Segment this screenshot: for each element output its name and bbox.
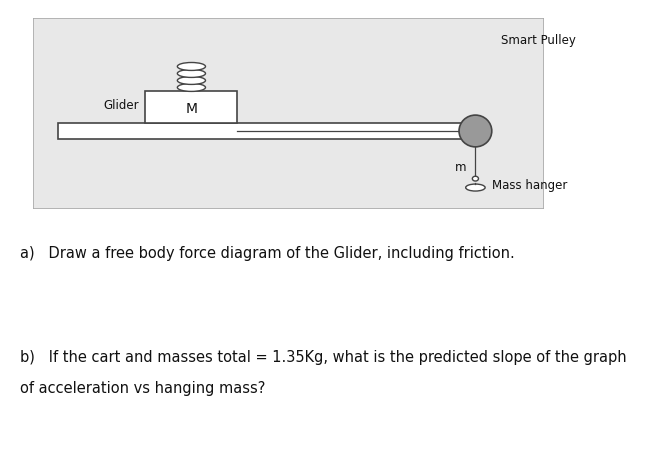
Ellipse shape — [472, 176, 478, 181]
Text: b)   If the cart and masses total = 1.35Kg, what is the predicted slope of the g: b) If the cart and masses total = 1.35Kg… — [20, 350, 626, 365]
Ellipse shape — [177, 84, 205, 91]
Text: a)   Draw a free body force diagram of the Glider, including friction.: a) Draw a free body force diagram of the… — [20, 246, 514, 261]
Text: of acceleration vs hanging mass?: of acceleration vs hanging mass? — [20, 381, 265, 396]
Bar — [58, 123, 478, 139]
Text: Smart Pulley: Smart Pulley — [501, 34, 576, 47]
Ellipse shape — [177, 76, 205, 84]
Text: Mass hanger: Mass hanger — [492, 179, 567, 192]
Ellipse shape — [177, 69, 205, 78]
Text: Glider: Glider — [104, 99, 139, 112]
Ellipse shape — [459, 115, 492, 147]
Ellipse shape — [177, 63, 205, 70]
Text: m: m — [455, 161, 466, 174]
Ellipse shape — [466, 184, 485, 191]
Text: M: M — [186, 102, 197, 116]
Bar — [146, 91, 237, 123]
